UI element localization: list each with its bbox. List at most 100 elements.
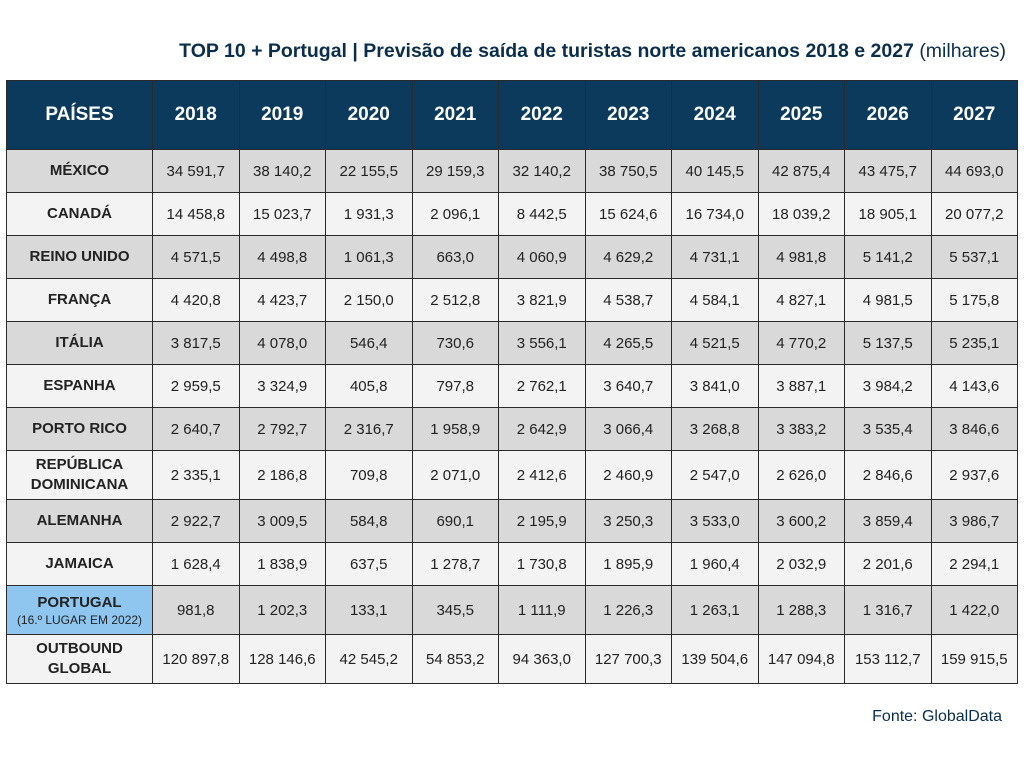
value-cell: 3 817,5: [152, 321, 240, 365]
country-cell: FRANÇA: [6, 278, 153, 322]
value-cell: 4 571,5: [152, 235, 240, 279]
country-name: REPÚBLICA DOMINICANA: [30, 456, 129, 493]
table-row: OUTBOUND GLOBAL 120 897,8 128 146,6 42 545,…: [6, 634, 1018, 684]
value-cell: 3 984,2: [844, 364, 932, 408]
chart-title-unit: (milhares): [919, 40, 1006, 62]
value-cell: 663,0: [411, 235, 499, 279]
table-row: ESPANHA 2 959,5 3 324,9 405,8 797,8 2 762,1 3 …: [6, 364, 1018, 408]
value-cell: 4 423,7: [238, 278, 326, 322]
value-cell: 1 278,7: [411, 542, 499, 586]
value-cell: 584,8: [325, 499, 413, 543]
table-row: ITÁLIA 3 817,5 4 078,0 546,4 730,6 3 556,1 4 2…: [6, 321, 1018, 365]
value-cell: 3 887,1: [757, 364, 845, 408]
value-cell: 15 624,6: [584, 192, 672, 236]
value-cell: 2 096,1: [411, 192, 499, 236]
value-cell: 2 186,8: [238, 450, 326, 500]
value-cell: 147 094,8: [757, 634, 845, 684]
value-cell: 1 960,4: [671, 542, 759, 586]
value-cell: 2 922,7: [152, 499, 240, 543]
value-cell: 730,6: [411, 321, 499, 365]
value-cell: 1 316,7: [844, 585, 932, 635]
value-cell: 42 875,4: [757, 149, 845, 193]
value-cell: 2 150,0: [325, 278, 413, 322]
table-header-row: PAÍSES 2018 2019 2020 2021 2022 2023 202…: [6, 80, 1018, 150]
value-cell: 2 846,6: [844, 450, 932, 500]
value-cell: 709,8: [325, 450, 413, 500]
value-cell: 1 288,3: [757, 585, 845, 635]
value-cell: 3 859,4: [844, 499, 932, 543]
value-cell: 38 140,2: [238, 149, 326, 193]
table-row: JAMAICA 1 628,4 1 838,9 637,5 1 278,7 1 730,8…: [6, 542, 1018, 586]
value-cell: 1 958,9: [411, 407, 499, 451]
value-cell: 1 895,9: [584, 542, 672, 586]
table-row: MÉXICO 34 591,7 38 140,2 22 155,5 29 159,3 32…: [6, 149, 1018, 193]
country-cell: REINO UNIDO: [6, 235, 153, 279]
value-cell: 5 141,2: [844, 235, 932, 279]
value-cell: 3 640,7: [584, 364, 672, 408]
column-header: 2022: [498, 80, 586, 150]
value-cell: 2 512,8: [411, 278, 499, 322]
value-cell: 153 112,7: [844, 634, 932, 684]
country-name: MÉXICO: [49, 162, 110, 179]
value-cell: 2 937,6: [930, 450, 1018, 500]
chart-title-main: TOP 10 + Portugal | Previsão de saída de…: [179, 40, 914, 62]
table-row: PORTUGAL (16.º LUGAR EM 2022) 981,8 1 202,3…: [6, 585, 1018, 635]
value-cell: 3 066,4: [584, 407, 672, 451]
table-row: REPÚBLICA DOMINICANA 2 335,1 2 186,8 709,8 2…: [6, 450, 1018, 500]
country-name: JAMAICA: [45, 555, 114, 572]
value-cell: 44 693,0: [930, 149, 1018, 193]
chart-title: TOP 10 + Portugal | Previsão de saída de…: [0, 40, 1006, 63]
value-cell: 2 316,7: [325, 407, 413, 451]
forecast-table: PAÍSES 2018 2019 2020 2021 2022 2023 202…: [6, 80, 1018, 684]
column-header: 2023: [584, 80, 672, 150]
value-cell: 2 959,5: [152, 364, 240, 408]
country-name: OUTBOUND GLOBAL: [36, 640, 123, 677]
value-cell: 94 363,0: [498, 634, 586, 684]
value-cell: 159 915,5: [930, 634, 1018, 684]
value-cell: 120 897,8: [152, 634, 240, 684]
value-cell: 29 159,3: [411, 149, 499, 193]
value-cell: 4 078,0: [238, 321, 326, 365]
column-header: 2026: [844, 80, 932, 150]
value-cell: 345,5: [411, 585, 499, 635]
country-name: CANADÁ: [47, 205, 112, 222]
value-cell: 18 039,2: [757, 192, 845, 236]
value-cell: 2 032,9: [757, 542, 845, 586]
value-cell: 4 629,2: [584, 235, 672, 279]
value-cell: 2 640,7: [152, 407, 240, 451]
value-cell: 2 762,1: [498, 364, 586, 408]
table-body: MÉXICO 34 591,7 38 140,2 22 155,5 29 159,3 32…: [6, 149, 1018, 684]
value-cell: 637,5: [325, 542, 413, 586]
value-cell: 14 458,8: [152, 192, 240, 236]
value-cell: 2 201,6: [844, 542, 932, 586]
value-cell: 2 294,1: [930, 542, 1018, 586]
value-cell: 3 600,2: [757, 499, 845, 543]
value-cell: 5 235,1: [930, 321, 1018, 365]
value-cell: 981,8: [152, 585, 240, 635]
value-cell: 1 263,1: [671, 585, 759, 635]
value-cell: 1 628,4: [152, 542, 240, 586]
value-cell: 3 846,6: [930, 407, 1018, 451]
value-cell: 3 383,2: [757, 407, 845, 451]
value-cell: 1 202,3: [238, 585, 326, 635]
value-cell: 133,1: [325, 585, 413, 635]
value-cell: 54 853,2: [411, 634, 499, 684]
value-cell: 690,1: [411, 499, 499, 543]
source-note: Fonte: GlobalData: [872, 708, 1002, 725]
country-cell: PORTUGAL (16.º LUGAR EM 2022): [6, 585, 153, 635]
column-header: 2021: [411, 80, 499, 150]
value-cell: 128 146,6: [238, 634, 326, 684]
table-row: FRANÇA 4 420,8 4 423,7 2 150,0 2 512,8 3 821,…: [6, 278, 1018, 322]
value-cell: 42 545,2: [325, 634, 413, 684]
value-cell: 2 195,9: [498, 499, 586, 543]
value-cell: 22 155,5: [325, 149, 413, 193]
value-cell: 2 412,6: [498, 450, 586, 500]
value-cell: 4 981,5: [844, 278, 932, 322]
value-cell: 4 827,1: [757, 278, 845, 322]
country-name: ALEMANHA: [36, 512, 123, 529]
value-cell: 1 730,8: [498, 542, 586, 586]
value-cell: 5 137,5: [844, 321, 932, 365]
table-row: REINO UNIDO 4 571,5 4 498,8 1 061,3 663,0 4 0…: [6, 235, 1018, 279]
country-cell: REPÚBLICA DOMINICANA: [6, 450, 153, 500]
value-cell: 4 143,6: [930, 364, 1018, 408]
